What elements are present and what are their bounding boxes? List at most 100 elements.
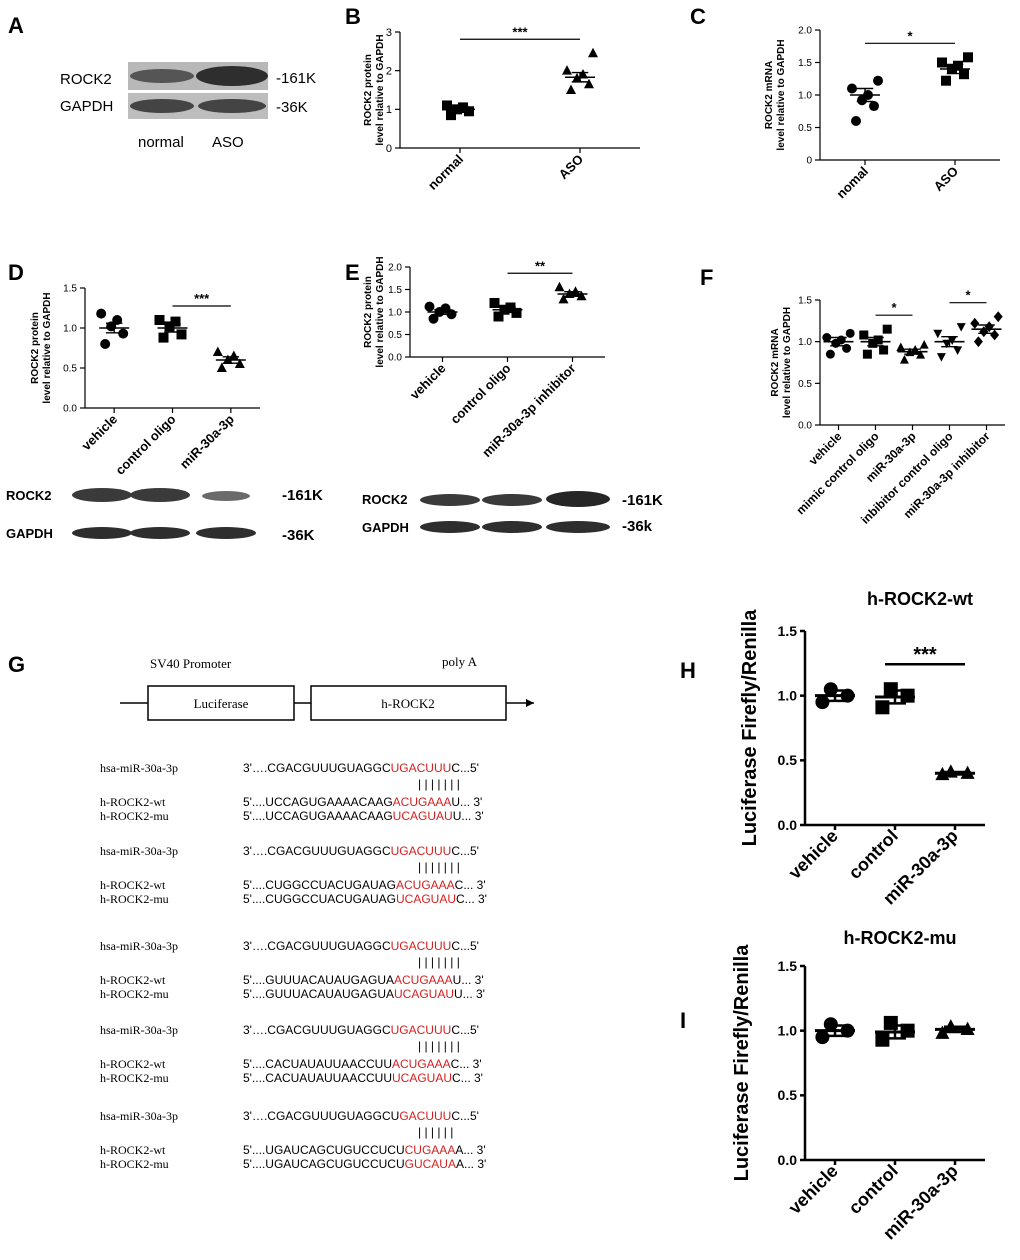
blot-a-band-normal-rock2	[130, 69, 194, 83]
y-tick-label: 0.5	[778, 1087, 798, 1103]
y-tick-label: 1.0	[798, 337, 812, 348]
blot-d-row-rock2: ROCK2	[6, 488, 52, 503]
panel-d-chart: D 0.0 0.5 1.0 1.5 ROCK2 protein level relativ…	[8, 260, 260, 478]
mu-sequence-part: UCAGUAU	[393, 809, 453, 823]
mirna-sequence-part: 3'….CGACGUUUGUAGGC	[243, 1023, 391, 1037]
wt-sequence: 5'....UCCAGUGAAAACAAGACUGAAAU... 3'	[243, 795, 482, 809]
data-point	[919, 340, 929, 349]
data-point	[815, 1030, 830, 1045]
mirna-sequence: 3'….CGACGUUUGUAGGCUGACUUUC...5'	[243, 844, 479, 858]
blot-e-band-rock2-2	[482, 494, 542, 506]
y-tick-label: 1.5	[798, 296, 812, 307]
data-point	[424, 301, 435, 312]
data-point	[815, 695, 830, 710]
blot-a-size-36k: -36K	[276, 99, 308, 116]
wt-label: h-ROCK2-wt	[100, 1057, 166, 1071]
blot-e-row-gapdh: GAPDH	[362, 520, 409, 535]
panel-letter-a: A	[8, 13, 24, 38]
data-point	[822, 333, 832, 342]
data-point	[973, 336, 983, 348]
y-tick-label: 1.5	[388, 285, 402, 296]
blot-a-lane-normal: normal	[138, 134, 184, 151]
data-point	[584, 78, 594, 89]
significance-label: ***	[194, 291, 210, 306]
category-label: control	[845, 826, 902, 883]
mirna-sequence-part: UGACUUU	[391, 939, 452, 953]
y-tick-label: 0.0	[388, 353, 402, 364]
wt-sequence-part: C... 3'	[455, 878, 486, 892]
y-tick-label: 0	[806, 156, 812, 167]
category-label: ASO	[931, 164, 962, 195]
category-label: nomal	[833, 164, 871, 202]
panel-g: G SV40 Promoter poly A Luciferase h-ROCK…	[8, 652, 534, 721]
blot-e-band-gapdh-1	[420, 521, 480, 533]
mu-sequence-part: UCAGUAU	[396, 892, 456, 906]
data-point	[990, 329, 1000, 341]
data-point	[859, 330, 869, 340]
category-label: ASO	[556, 152, 587, 183]
significance-label: ***	[913, 644, 937, 666]
y-axis-label: ROCK2 protein	[30, 312, 41, 384]
blot-a-band-aso-rock2	[196, 66, 268, 86]
mu-sequence-part: 5'....UGAUCAGCUGUCCUCU	[243, 1157, 405, 1171]
construct-rock2-label: h-ROCK2	[381, 696, 434, 711]
mu-sequence: 5'....UCCAGUGAAAACAAGUCAGUAUU... 3'	[243, 809, 484, 823]
mirna-sequence-part: 3'….CGACGUUUGUAGGCU	[243, 1109, 399, 1123]
mirna-sequence-part: UGACUUU	[391, 844, 452, 858]
pairing-bars: | | | | | | |	[418, 860, 460, 874]
data-point	[554, 281, 565, 292]
panel-letter-i: I	[680, 1008, 686, 1033]
blot-e-band-rock2-1	[420, 494, 480, 506]
y-tick-label: 2.0	[388, 263, 402, 274]
y-tick-label: 1.0	[778, 688, 798, 704]
mirna-label: hsa-miR-30a-3p	[100, 1109, 178, 1123]
y-tick-label: 0.5	[778, 752, 798, 768]
wt-sequence: 5'....GUUUACAUAUGAGUAACUGAAAU... 3'	[243, 973, 484, 987]
wt-sequence-part: A... 3'	[455, 1143, 485, 1157]
wt-sequence-part: ACUGAAA	[396, 878, 455, 892]
y-axis-label: level relative to GAPDH	[375, 256, 386, 367]
mirna-label: hsa-miR-30a-3p	[100, 939, 178, 953]
data-point	[170, 316, 181, 327]
significance-label: *	[965, 288, 971, 303]
y-tick-label: 1.0	[388, 308, 402, 319]
panel-c-chart: C 0 0.5 1.0 1.5 2.0 ROCK2 mRNA level relative …	[690, 4, 1000, 201]
pairing-bars: | | | | | | |	[418, 1039, 460, 1053]
data-point	[868, 338, 878, 348]
alignment-group: hsa-miR-30a-3p h-ROCK2-wth-ROCK2-mu 3'….CG…	[100, 1109, 486, 1171]
y-tick-label: 0.5	[388, 330, 402, 341]
panel-h-chart: H 0.0 0.5 1.0 1.5 Luciferase Firefly/Renilla…	[680, 589, 985, 908]
panel-letter-d: D	[8, 260, 24, 285]
data-point	[464, 106, 474, 117]
panel-letter-g: G	[8, 652, 25, 677]
y-axis-label: level relative to GAPDH	[42, 292, 53, 403]
blot-a-size-161k: -161K	[276, 70, 316, 87]
category-label: vehicle	[79, 412, 121, 454]
mirna-sequence: 3'….CGACGUUUGUAGGCUGACUUUC...5'	[243, 761, 479, 775]
y-tick-label: 2	[386, 66, 392, 78]
wt-sequence-part: 5'....GUUUACAUAUGAGUA	[243, 973, 394, 987]
wt-sequence-part: 5'....UGAUCAGCUGUCCUCU	[243, 1143, 405, 1157]
blot-e-band-gapdh-3	[546, 521, 610, 533]
y-axis-label: ROCK2 protein	[363, 276, 374, 348]
category-label: vehicle	[407, 361, 449, 403]
panel-e-chart: E 0.0 0.5 1.0 1.5 2.0 ROCK2 protein level rela…	[345, 256, 605, 460]
data-point	[154, 315, 165, 325]
pairing-bars: | | | | | | |	[418, 955, 460, 969]
construct-luciferase-label: Luciferase	[194, 696, 249, 711]
wt-sequence-part: 5'....CUGGCCUACUGAUAG	[243, 878, 396, 892]
wt-sequence-part: 5'....CACUAUAUUAACCUU	[243, 1057, 392, 1071]
mirna-sequence-part: 3'….CGACGUUUGUAGGC	[243, 939, 391, 953]
mirna-sequence-part: C...5'	[451, 1109, 479, 1123]
mu-label: h-ROCK2-mu	[100, 892, 169, 906]
wt-label: h-ROCK2-wt	[100, 795, 166, 809]
blot-d-size-36k: -36K	[282, 527, 315, 544]
mu-sequence-part: U... 3'	[454, 987, 485, 1001]
y-axis-label: Luciferase Firefly/Renilla	[731, 944, 753, 1182]
mu-sequence-part: UCAGUAU	[394, 987, 454, 1001]
mirna-label: hsa-miR-30a-3p	[100, 1023, 178, 1037]
blot-a-band-normal-gapdh	[130, 99, 194, 113]
data-point	[96, 308, 107, 319]
blot-d-band-gapdh-1	[72, 527, 132, 539]
data-point	[576, 290, 587, 301]
